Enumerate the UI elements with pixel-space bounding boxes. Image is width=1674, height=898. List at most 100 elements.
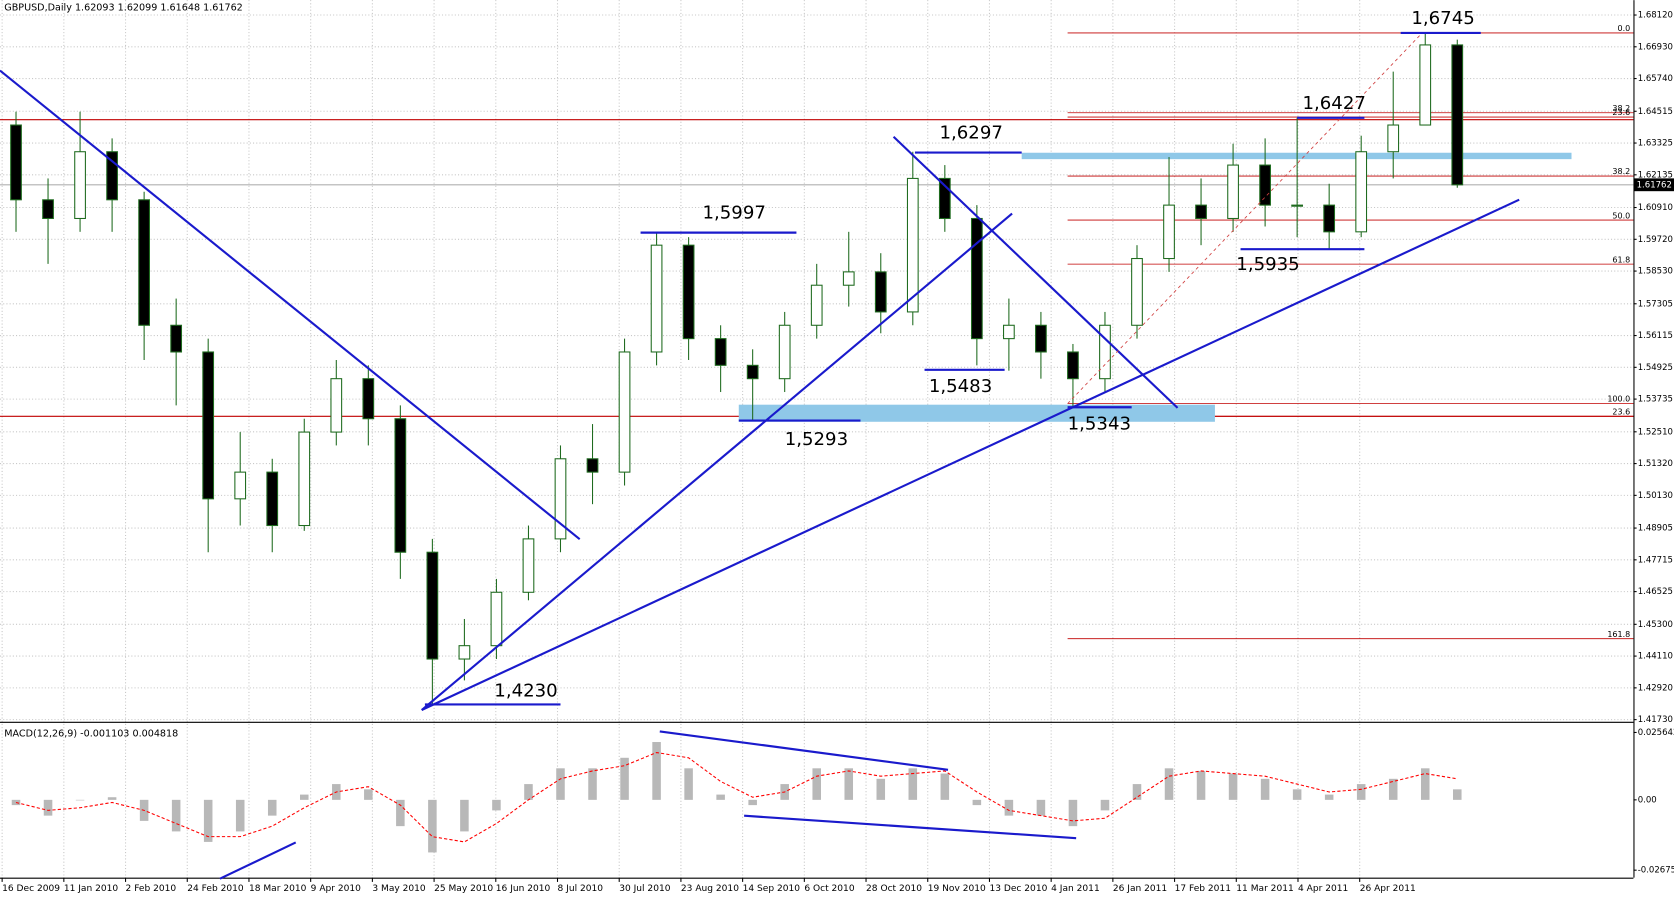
y-tick-label: 1.42920 — [1638, 683, 1673, 693]
macd-bar — [1004, 799, 1014, 816]
macd-bar — [1196, 770, 1206, 800]
annotation-label: 1,5997 — [702, 202, 765, 223]
x-tick-label: 9 Apr 2010 — [311, 884, 362, 894]
fib-label: 38.2 — [1612, 104, 1630, 113]
candle-body — [458, 645, 471, 660]
macd-bar — [364, 789, 373, 800]
fib-label: 100.0 — [1607, 395, 1630, 404]
candle-body — [1419, 44, 1432, 126]
macd-bar — [1100, 799, 1110, 811]
annotation-label: 1,5935 — [1236, 254, 1299, 275]
candle-body — [1355, 151, 1368, 233]
candle-body — [10, 124, 22, 201]
candle-body — [42, 199, 54, 220]
fib-label: 161.8 — [1607, 630, 1630, 639]
macd-bar — [75, 799, 85, 801]
signal-line — [15, 751, 1458, 843]
y-tick-label: 1.65740 — [1638, 74, 1673, 84]
candle-body — [1099, 324, 1111, 380]
macd-bar — [460, 799, 469, 832]
macd-bar — [684, 768, 693, 800]
candle-body — [298, 431, 311, 527]
annotation-label: 1,4230 — [494, 681, 557, 702]
candle-body — [330, 378, 343, 433]
macd-bar — [1356, 784, 1366, 800]
macd-bar — [1228, 773, 1238, 800]
y-tick-label: 1.45300 — [1638, 620, 1673, 630]
y-tick-label: 1.54925 — [1638, 363, 1673, 373]
x-tick-label: 4 Jan 2011 — [1051, 884, 1100, 894]
x-tick-label: 19 Nov 2010 — [928, 884, 986, 894]
macd-bar — [1324, 794, 1334, 800]
macd-title: MACD(12,26,9) -0.001103 0.004818 — [4, 729, 178, 740]
divergence-line — [659, 730, 949, 771]
candle-body — [842, 271, 855, 286]
current-price-label: 1.61762 — [1637, 180, 1672, 190]
macd-bar — [1388, 778, 1398, 800]
annotation-label: 1,5343 — [1068, 413, 1131, 434]
candle-body — [362, 378, 375, 420]
chart-title: GBPUSD,Daily 1.62093 1.62099 1.61648 1.6… — [4, 3, 243, 14]
y-tick-label: 1.57305 — [1638, 299, 1673, 309]
macd-bar — [588, 768, 597, 800]
candle-body — [394, 418, 407, 553]
x-tick-label: 18 Mar 2010 — [249, 884, 307, 894]
y-tick-label: -0.02675 — [1638, 866, 1674, 876]
divergence-line — [219, 841, 297, 880]
x-tick-label: 11 Mar 2011 — [1236, 884, 1293, 894]
x-tick-label: 14 Sep 2010 — [743, 884, 801, 894]
fib-label: 23.6 — [1612, 108, 1630, 117]
macd-bar — [492, 799, 501, 811]
macd-bar — [396, 799, 405, 827]
macd-bar — [171, 799, 181, 832]
y-tick-label: 1.44110 — [1638, 652, 1673, 662]
trend-line — [421, 198, 1520, 711]
candle-body — [906, 177, 919, 313]
candle-body — [1195, 204, 1207, 220]
macd-bar — [107, 797, 117, 800]
macd-bar — [267, 799, 277, 816]
y-tick-label: 0.025642 — [1638, 728, 1674, 738]
fib-label: 23.6 — [1612, 408, 1630, 417]
macd-bar — [1260, 778, 1270, 800]
y-tick-label: 1.47715 — [1638, 555, 1673, 565]
y-tick-label: 1.56115 — [1638, 331, 1673, 341]
fib-label: 38.2 — [1612, 167, 1630, 176]
candle-body — [266, 471, 279, 527]
x-tick-label: 17 Feb 2011 — [1175, 884, 1231, 894]
macd-bar — [1068, 799, 1078, 827]
candle-body — [1387, 124, 1400, 153]
candle-body — [1291, 204, 1304, 207]
macd-bar — [940, 773, 950, 800]
y-tick-label: 1.60910 — [1638, 203, 1673, 213]
x-tick-label: 11 Jan 2010 — [64, 884, 119, 894]
trend-line — [0, 69, 581, 541]
trend-lines — [0, 69, 1520, 711]
candle-body — [170, 324, 183, 353]
fib-label: 0.0 — [1617, 24, 1630, 33]
candle-body — [522, 538, 535, 593]
fib-label: 61.8 — [1612, 255, 1630, 264]
y-tick-label: 1.46525 — [1638, 587, 1673, 597]
candle-body — [1323, 204, 1336, 233]
macd-bar — [428, 799, 437, 853]
candle-body — [554, 458, 567, 540]
candle-body — [586, 458, 599, 473]
annotation-label: 1,5293 — [785, 429, 848, 450]
x-tick-label: 16 Dec 2009 — [2, 884, 60, 894]
candle-body — [746, 364, 759, 380]
x-tick-label: 25 May 2010 — [434, 884, 493, 894]
y-tick-label: 1.50130 — [1638, 491, 1673, 501]
candle-body — [1035, 324, 1047, 353]
trend-line — [421, 212, 1013, 711]
current-price-box — [1634, 178, 1674, 192]
macd-bar — [43, 799, 53, 816]
annotations: 1,6745 1,6427 1,6297 1,5997 1,5483 1,5293 1,53… — [424, 8, 1481, 706]
y-tick-label: 1.51320 — [1638, 459, 1673, 469]
macd-bar — [1164, 768, 1174, 800]
x-tick-label: 8 Jul 2010 — [558, 884, 604, 894]
macd-bar — [299, 794, 309, 800]
divergence-line — [744, 814, 1077, 840]
y-tick-label: 1.64515 — [1638, 107, 1673, 117]
